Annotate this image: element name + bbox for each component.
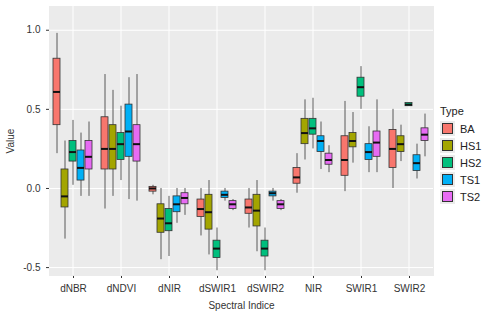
html-text:BA: BA: [460, 122, 475, 135]
svg-text:SWIR1: SWIR1: [346, 283, 378, 294]
svg-text:0.0: 0.0: [27, 183, 41, 194]
svg-text:dNIR: dNIR: [158, 283, 181, 294]
html-text:TS1: TS1: [460, 173, 481, 186]
svg-text:Spectral Indice: Spectral Indice: [208, 300, 275, 311]
svg-text:dNDVI: dNDVI: [107, 283, 136, 294]
svg-text:dSWIR2: dSWIR2: [247, 283, 285, 294]
html-text:TS2: TS2: [460, 190, 481, 203]
svg-text:0.5: 0.5: [27, 104, 41, 115]
html-text:HS2: HS2: [460, 156, 482, 169]
svg-text:SWIR2: SWIR2: [394, 283, 426, 294]
svg-text:Value: Value: [5, 128, 16, 153]
svg-text:dSWIR1: dSWIR1: [199, 283, 237, 294]
svg-text:-0.5: -0.5: [23, 262, 41, 273]
html-text:HS1: HS1: [460, 139, 482, 152]
svg-text:1.0: 1.0: [27, 24, 41, 35]
svg-text:NIR: NIR: [305, 283, 322, 294]
html-text:Type: Type: [440, 105, 464, 117]
svg-text:dNBR: dNBR: [60, 283, 87, 294]
